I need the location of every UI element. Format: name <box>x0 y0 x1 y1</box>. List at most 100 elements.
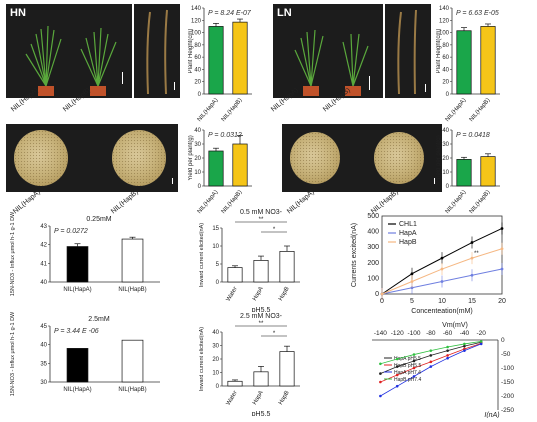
y-tick-label: 20 <box>442 156 449 162</box>
chart-title: 0.5 mM NO3- <box>240 209 283 216</box>
chart-title: 2.5mM <box>88 316 110 323</box>
y-tick-label: 0 <box>198 184 202 190</box>
y-tick-label: 15 <box>212 226 219 232</box>
x-tick-label: NIL(HapB) <box>469 97 492 122</box>
y-tick-label: 30 <box>194 142 201 148</box>
y-axis-label: Inward current elicited(nA) <box>199 327 205 391</box>
p-value: P = 8.24 E-07 <box>208 10 252 17</box>
sig-label: * <box>273 227 276 233</box>
data-point <box>412 359 416 363</box>
plot-frame <box>381 215 503 295</box>
x-tick-label: HapA <box>252 390 265 406</box>
y-tick-label: 20 <box>194 80 201 86</box>
y-tick-label: 30 <box>442 142 449 148</box>
bar <box>66 246 89 283</box>
bar <box>66 348 89 383</box>
bar <box>121 238 144 283</box>
y-tick-label: -100 <box>501 365 514 372</box>
data-point <box>470 241 474 244</box>
y-tick-label: 0 <box>446 92 450 98</box>
bar <box>279 251 295 283</box>
y-axis-label: Yield per plant(g) <box>188 135 194 180</box>
sig-label: ** <box>259 217 264 223</box>
p-value: P = 0.0272 <box>54 228 88 235</box>
x-tick-label: -20 <box>476 330 486 337</box>
data-point <box>463 342 466 346</box>
y-axis-label: Yield per plant(g) <box>436 135 442 180</box>
chart-title: 0.25mM <box>86 216 111 223</box>
legend-label: HapA pH7.4 <box>394 370 421 376</box>
data-point <box>429 349 433 352</box>
x-tick-label: HapA <box>252 286 265 302</box>
y-tick-label: 80 <box>442 43 449 49</box>
bar <box>121 339 144 383</box>
x-tick-label: -100 <box>407 330 420 337</box>
y-tick-label: -200 <box>501 393 514 400</box>
y-tick-label: 0 <box>216 384 220 390</box>
x-tick-label: -60 <box>443 330 453 337</box>
legend-label: HapB pH7.4 <box>394 377 421 383</box>
ln-height-chart: 0 20 40 60 80 100 120 140 NIL(HapA) NIL(HapB) P = … <box>436 6 500 122</box>
data-point <box>446 356 449 360</box>
y-tick-label: 30 <box>40 380 47 386</box>
data-point <box>500 247 504 251</box>
data-point <box>380 292 384 296</box>
p-value: P = 3.44 E -06 <box>54 328 99 335</box>
hn-height-chart: 0 20 40 60 80 100 120 140 NIL(HapA) NIL(HapB) P = … <box>188 6 252 122</box>
x-axis-label: Vm(mV) <box>442 322 468 329</box>
bar <box>232 143 248 187</box>
data-point <box>412 366 416 370</box>
y-tick-label: 200 <box>367 260 379 267</box>
data-point <box>463 344 466 348</box>
y-tick-label: 40 <box>212 330 219 336</box>
x-tick-label: -140 <box>374 330 387 337</box>
data-point <box>395 365 399 368</box>
y-tick-label: 10 <box>194 170 201 176</box>
sig-label: ** <box>474 251 479 257</box>
y-axis-label: Currents excited(nA) <box>351 223 358 287</box>
x-axis-label: pH5.5 <box>252 411 271 416</box>
y-tick-label: 40 <box>194 67 201 73</box>
x-tick-label: HapB <box>278 286 291 302</box>
legend-label: HapA pH5.5 <box>394 356 421 362</box>
y-tick-label: 0 <box>446 184 450 190</box>
bar <box>227 380 243 387</box>
data-point <box>500 267 504 271</box>
x-tick-label: 5 <box>410 298 414 305</box>
y-tick-label: 140 <box>439 6 450 12</box>
data-point <box>470 273 474 277</box>
ln-label: LN <box>277 7 292 19</box>
y-tick-label: 40 <box>442 128 449 134</box>
y-axis-label: 15N-NO3 - Influx μmol h-1 g-1 DW <box>10 312 16 396</box>
p-value: P = 0.0418 <box>456 132 490 139</box>
y-tick-label: 5 <box>216 262 220 268</box>
influx-025-chart: 0.25mM 40 41 42 43 NIL(HapA) NIL(HapB) P = 0.02… <box>10 212 160 296</box>
data-point <box>379 372 382 375</box>
y-tick-label: 40 <box>442 67 449 73</box>
data-point <box>429 360 433 364</box>
y-axis-label: Inward current elicited(nA) <box>199 223 205 287</box>
data-point <box>429 354 433 357</box>
data-point <box>479 340 483 343</box>
y-tick-label: 60 <box>194 55 201 61</box>
y-tick-label: 40 <box>40 280 47 286</box>
y-tick-label: 500 <box>367 213 379 220</box>
dose-response-chart: 0 100 200 300 400 500 0 5 10 15 20 Concenteation(mM… <box>351 213 506 315</box>
bar <box>253 260 269 283</box>
sig-label: * <box>273 331 276 337</box>
x-tick-label: NIL(HapB) <box>221 97 244 122</box>
x-tick-label: 20 <box>498 298 506 305</box>
data-point <box>446 354 449 357</box>
influx-25-chart: 2.5mM 30 35 40 45 NIL(HapA) NIL(HapB) P = 3.44 … <box>10 312 160 396</box>
data-point <box>479 342 483 346</box>
data-point <box>410 280 414 283</box>
y-axis-label: Plant Height(cm) <box>188 29 194 74</box>
y-tick-label: 20 <box>442 80 449 86</box>
y-axis-label: Plant Height(cm) <box>436 29 442 74</box>
data-point <box>410 286 414 290</box>
x-tick-label: -120 <box>391 330 404 337</box>
y-tick-label: 140 <box>191 6 202 12</box>
